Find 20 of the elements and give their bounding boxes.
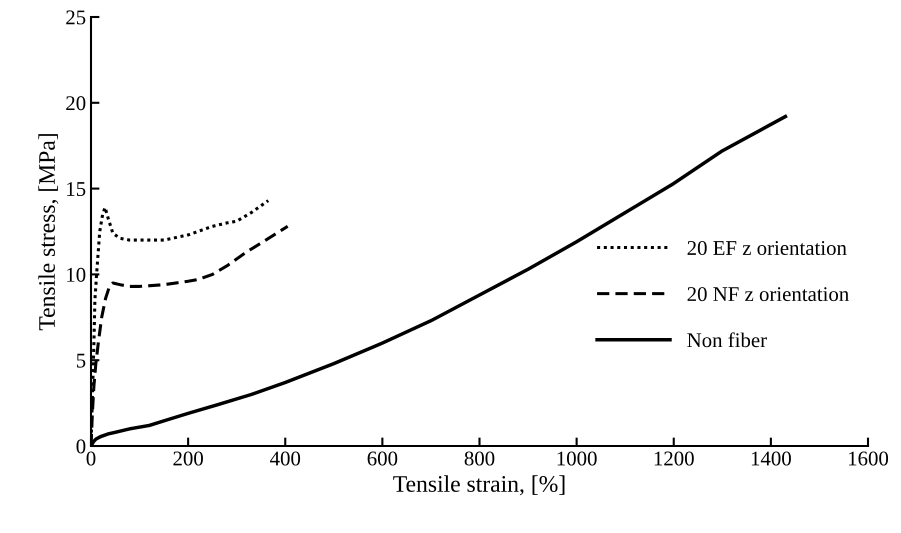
x-tick-label: 1600 <box>849 451 888 466</box>
y-axis-title: Tensile stress, [MPa] <box>38 134 58 330</box>
x-tick-label: 200 <box>173 451 203 466</box>
x-tick-label: 1400 <box>752 451 791 466</box>
x-tick-label: 1000 <box>558 451 597 466</box>
y-tick-label: 15 <box>67 182 86 196</box>
x-tick-label: 800 <box>464 451 494 466</box>
x-tick-label: 600 <box>368 451 398 466</box>
x-tick-label: 400 <box>270 451 300 466</box>
x-tick-label: 0 <box>86 451 96 466</box>
y-tick-label: 5 <box>76 354 86 368</box>
legend-label: Non fiber <box>687 332 767 348</box>
legend-label: 20 NF z orientation <box>688 287 849 302</box>
y-tick-label: 0 <box>76 439 86 454</box>
legend-label: 20 EF z orientation <box>688 240 847 256</box>
y-tick-label: 10 <box>67 268 86 282</box>
y-tick-label: 20 <box>66 96 86 110</box>
y-tick-label: 25 <box>66 10 86 24</box>
x-axis-title: Tensile strain, [%] <box>393 475 564 496</box>
x-tick-label: 1200 <box>654 451 694 466</box>
